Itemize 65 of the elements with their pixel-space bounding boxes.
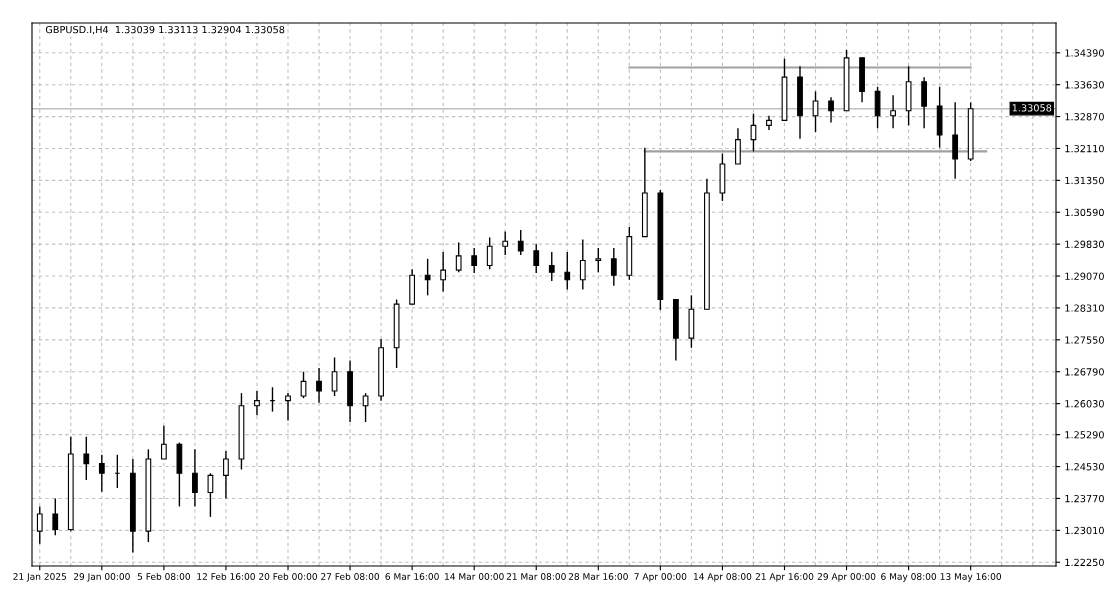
candlestick bbox=[828, 96, 834, 124]
y-tick-label: 1.23010 bbox=[1065, 526, 1104, 535]
y-tick-label: 1.25290 bbox=[1065, 431, 1104, 439]
y-tick-label: 1.32110 bbox=[1065, 144, 1104, 153]
y-tick-label: 1.33630 bbox=[1065, 81, 1104, 89]
candlestick bbox=[362, 392, 369, 423]
x-tick-label: 7 Apr 00:00 bbox=[634, 573, 687, 582]
candlestick bbox=[207, 472, 214, 518]
candlestick bbox=[36, 505, 43, 545]
y-tick-label: 1.32870 bbox=[1065, 113, 1104, 121]
x-tick-label: 14 Mar 00:00 bbox=[445, 573, 504, 580]
candlestick bbox=[471, 247, 478, 274]
candlestick bbox=[52, 497, 59, 537]
candlestick bbox=[548, 251, 555, 282]
x-tick-label: 14 Apr 08:00 bbox=[693, 573, 752, 582]
x-tick-label: 21 Jan 2025 bbox=[13, 573, 67, 582]
x-tick-label: 6 May 08:00 bbox=[881, 573, 937, 582]
candlestick bbox=[285, 392, 291, 422]
x-tick-label: 5 Feb 08:00 bbox=[137, 572, 191, 580]
y-tick-label: 1.29830 bbox=[1065, 240, 1104, 248]
x-tick-label: 21 Mar 08:00 bbox=[506, 573, 566, 580]
y-tick-label: 1.34390 bbox=[1065, 49, 1104, 57]
candlestick bbox=[424, 258, 431, 297]
y-tick-label: 1.24530 bbox=[1065, 463, 1104, 471]
x-tick-label: 27 Feb 08:00 bbox=[321, 572, 380, 580]
candlestick bbox=[254, 390, 260, 417]
candlestick bbox=[316, 367, 322, 404]
candlestick bbox=[750, 112, 757, 153]
y-tick-label: 1.22250 bbox=[1065, 558, 1104, 567]
candlestick bbox=[486, 236, 493, 271]
candlestick bbox=[595, 247, 602, 273]
candlestick bbox=[98, 454, 105, 493]
y-tick-label: 1.28310 bbox=[1065, 304, 1104, 312]
x-tick-label: 21 Apr 16:00 bbox=[755, 573, 814, 582]
candlestick bbox=[517, 229, 524, 256]
y-tick-label: 1.29070 bbox=[1065, 272, 1104, 280]
candlestick bbox=[192, 448, 198, 508]
candlestick bbox=[83, 436, 90, 481]
candlestick bbox=[890, 94, 896, 130]
ref-line-label: 1.33058 bbox=[1012, 104, 1052, 112]
y-tick-label: 1.26030 bbox=[1065, 400, 1104, 408]
y-tick-label: 1.23770 bbox=[1065, 494, 1104, 503]
y-tick-label: 1.26790 bbox=[1065, 368, 1104, 376]
candlestick bbox=[440, 251, 447, 293]
candlestick bbox=[455, 241, 462, 273]
candlestick bbox=[223, 450, 229, 500]
x-tick-label: 20 Feb 00:00 bbox=[259, 572, 318, 580]
x-tick-label: 28 Mar 16:00 bbox=[568, 573, 628, 580]
candlestick bbox=[533, 243, 540, 274]
x-tick-label: 13 May 16:00 bbox=[940, 573, 1002, 582]
chart-title: GBPUSD.I,H4 1.33039 1.33113 1.32904 1.33058 bbox=[45, 25, 285, 35]
candlestick bbox=[564, 251, 571, 291]
x-tick-label: 12 Feb 16:00 bbox=[197, 572, 255, 580]
candlestick bbox=[331, 356, 338, 397]
y-tick-label: 1.31350 bbox=[1065, 176, 1104, 185]
x-tick-label: 6 Mar 16:00 bbox=[385, 573, 439, 580]
candlestick bbox=[610, 247, 617, 287]
x-tick-label: 29 Apr 00:00 bbox=[817, 573, 876, 582]
candlestick bbox=[502, 230, 509, 256]
candlestick bbox=[952, 101, 959, 180]
y-tick-label: 1.30590 bbox=[1065, 208, 1104, 217]
x-tick-label: 29 Jan 00:00 bbox=[73, 573, 130, 582]
candlestick bbox=[579, 238, 586, 291]
y-tick-label: 1.27550 bbox=[1065, 336, 1104, 344]
candlestick bbox=[160, 425, 167, 460]
